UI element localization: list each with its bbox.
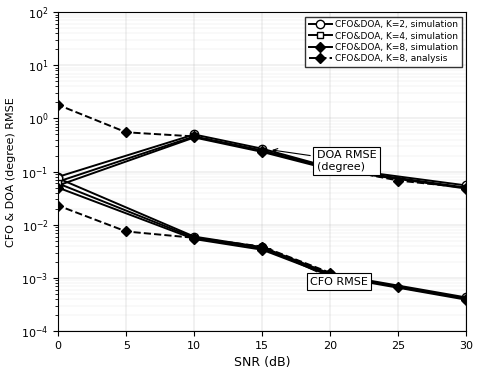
Text: DOA RMSE
(degree): DOA RMSE (degree) xyxy=(273,148,376,172)
Y-axis label: CFO & DOA (degree) RMSE: CFO & DOA (degree) RMSE xyxy=(6,97,15,246)
X-axis label: SNR (dB): SNR (dB) xyxy=(234,357,291,369)
Legend: CFO&DOA, K=2, simulation, CFO&DOA, K=4, simulation, CFO&DOA, K=8, simulation, CF: CFO&DOA, K=2, simulation, CFO&DOA, K=4, … xyxy=(306,16,462,67)
Text: CFO RMSE: CFO RMSE xyxy=(266,249,368,287)
